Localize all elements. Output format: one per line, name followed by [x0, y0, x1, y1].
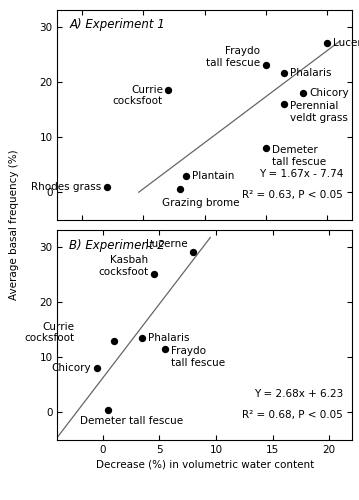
Text: Y = 2.68x + 6.23: Y = 2.68x + 6.23: [254, 389, 343, 399]
Text: Demeter tall fescue: Demeter tall fescue: [80, 416, 183, 426]
Point: [263, 144, 269, 152]
Text: Fraydo
tall fescue: Fraydo tall fescue: [171, 346, 225, 368]
Text: Chicory: Chicory: [309, 88, 349, 98]
Text: Perennial
veldt grass: Perennial veldt grass: [290, 102, 348, 123]
Text: Grazing brome: Grazing brome: [162, 198, 239, 208]
Text: Phalaris: Phalaris: [148, 333, 190, 343]
Text: Plantain: Plantain: [192, 170, 235, 180]
Point: [281, 100, 287, 108]
Text: R² = 0.63, P < 0.05: R² = 0.63, P < 0.05: [242, 190, 343, 200]
Point: [325, 39, 330, 47]
Point: [151, 270, 157, 278]
Text: A) Experiment 1: A) Experiment 1: [69, 18, 165, 32]
Point: [94, 364, 100, 372]
Point: [300, 89, 306, 97]
Point: [281, 70, 287, 78]
Text: Y = 1.67x - 7.74: Y = 1.67x - 7.74: [258, 168, 343, 178]
Text: Phalaris: Phalaris: [290, 68, 332, 78]
Point: [165, 86, 171, 94]
Text: Currie
cocksfoot: Currie cocksfoot: [24, 322, 74, 343]
Text: Fraydo
tall fescue: Fraydo tall fescue: [206, 46, 260, 68]
Text: R² = 0.68, P < 0.05: R² = 0.68, P < 0.05: [242, 410, 343, 420]
Text: Lucerne: Lucerne: [146, 239, 188, 249]
Point: [106, 406, 111, 413]
Point: [263, 61, 269, 69]
Point: [111, 336, 117, 344]
Text: Chicory: Chicory: [52, 363, 92, 373]
Text: Kasbah
cocksfoot: Kasbah cocksfoot: [98, 256, 148, 277]
Text: Currie
cocksfoot: Currie cocksfoot: [113, 85, 163, 106]
Text: Demeter
tall fescue: Demeter tall fescue: [272, 146, 326, 167]
Point: [104, 182, 109, 190]
Text: B) Experiment 2: B) Experiment 2: [69, 238, 165, 252]
Text: Lucerne: Lucerne: [334, 38, 359, 48]
Point: [190, 248, 196, 256]
X-axis label: Decrease (%) in volumetric water content: Decrease (%) in volumetric water content: [95, 459, 314, 469]
Text: Average basal frequency (%): Average basal frequency (%): [9, 150, 19, 300]
Point: [162, 345, 168, 353]
Point: [140, 334, 145, 342]
Point: [177, 186, 183, 194]
Text: Rhodes grass: Rhodes grass: [31, 182, 102, 192]
Point: [183, 172, 189, 179]
